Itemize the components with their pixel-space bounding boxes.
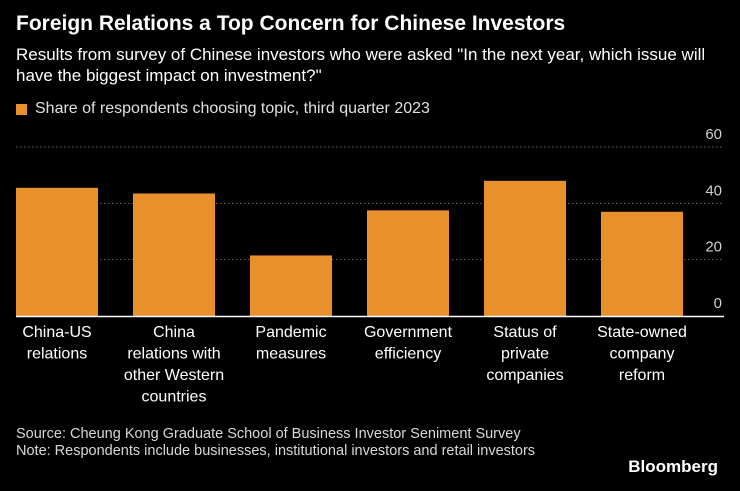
chart-subtitle: Results from survey of Chinese investors…: [16, 45, 706, 85]
legend: Share of respondents choosing topic, thi…: [16, 100, 430, 118]
x-tick-label: Government efficiency: [364, 324, 453, 363]
legend-swatch: [16, 103, 27, 115]
bar: [250, 255, 332, 316]
legend-label: Share of respondents choosing topic, thi…: [35, 100, 430, 117]
bar: [133, 193, 215, 316]
x-tick-label: China relations with other Western countrie…: [124, 324, 224, 406]
note-text: Note: Respondents include businesses, in…: [16, 443, 536, 459]
bar: [484, 180, 566, 316]
bloomberg-logo: Bloomberg: [628, 457, 718, 476]
bar: [367, 210, 449, 316]
x-tick-label: State-owned company reform: [597, 324, 687, 384]
bar: [16, 187, 98, 316]
y-tick-label: 20: [705, 239, 722, 256]
chart-title: Foreign Relations a Top Concern for Chin…: [16, 12, 566, 35]
chart-notes: Source: Cheung Kong Graduate School of B…: [16, 426, 576, 460]
bar: [601, 211, 683, 316]
y-tick-label: 40: [705, 182, 722, 199]
y-tick-label: 0: [714, 295, 722, 312]
x-tick-label: Status of private companies: [486, 324, 563, 384]
x-tick-label: China-US relations: [22, 324, 91, 363]
x-tick-label: Pandemic measures: [255, 324, 326, 363]
bar-chart: 60 40 20 0 China-US relations China relations w…: [16, 126, 724, 406]
source-text: Source: Cheung Kong Graduate School of B…: [16, 426, 521, 442]
y-tick-label: 60: [705, 126, 722, 143]
